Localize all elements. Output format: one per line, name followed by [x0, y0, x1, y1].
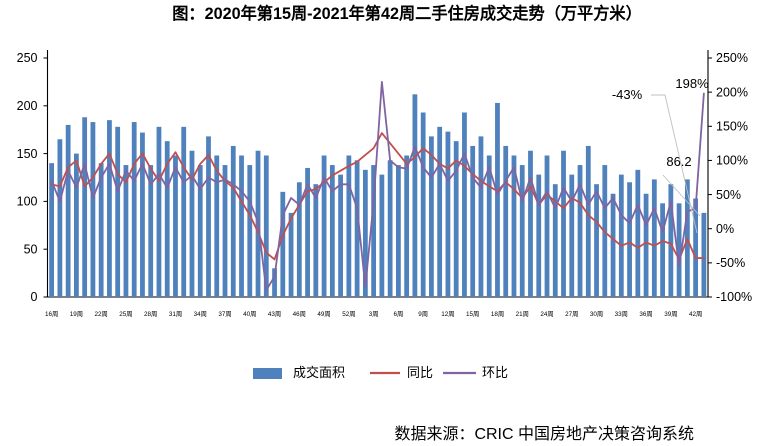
svg-text:28周: 28周: [144, 310, 157, 318]
svg-text:50: 50: [24, 242, 38, 256]
svg-text:-100%: -100%: [716, 290, 752, 304]
svg-text:18周: 18周: [491, 310, 504, 318]
svg-text:图：2020年第15周-2021年第42周二手住房成交走势（: 图：2020年第15周-2021年第42周二手住房成交走势（万平方米）: [172, 4, 642, 23]
svg-text:16周: 16周: [45, 310, 58, 318]
svg-text:150%: 150%: [716, 119, 748, 133]
svg-text:200: 200: [17, 99, 38, 113]
svg-text:42周: 42周: [689, 310, 702, 318]
svg-text:40周: 40周: [243, 310, 256, 318]
svg-text:49周: 49周: [317, 310, 330, 318]
svg-text:环比: 环比: [482, 365, 508, 380]
svg-text:43周: 43周: [268, 310, 281, 318]
svg-text:31周: 31周: [169, 310, 182, 318]
svg-text:27周: 27周: [565, 310, 578, 318]
svg-text:3周: 3周: [369, 310, 379, 318]
svg-text:22周: 22周: [95, 310, 108, 318]
svg-text:6周: 6周: [393, 310, 403, 318]
svg-text:34周: 34周: [194, 310, 207, 318]
svg-text:33周: 33周: [615, 310, 628, 318]
svg-text:50%: 50%: [716, 188, 741, 202]
svg-text:250%: 250%: [716, 51, 748, 65]
svg-text:36周: 36周: [639, 310, 652, 318]
svg-text:0%: 0%: [716, 222, 734, 236]
svg-text:成交面积: 成交面积: [293, 365, 345, 380]
svg-text:25周: 25周: [119, 310, 132, 318]
svg-text:12周: 12周: [441, 310, 454, 318]
svg-text:同比: 同比: [407, 365, 433, 380]
svg-text:24周: 24周: [540, 310, 553, 318]
svg-text:250: 250: [17, 51, 38, 65]
svg-text:15周: 15周: [466, 310, 479, 318]
svg-text:100%: 100%: [716, 154, 748, 168]
svg-text:-43%: -43%: [612, 87, 643, 102]
svg-text:39周: 39周: [664, 310, 677, 318]
svg-text:0: 0: [31, 290, 38, 304]
svg-text:30周: 30周: [590, 310, 603, 318]
svg-text:数据来源：CRIC 中国房地产决策咨询系统: 数据来源：CRIC 中国房地产决策咨询系统: [394, 425, 694, 443]
svg-text:21周: 21周: [516, 310, 529, 318]
svg-text:46周: 46周: [293, 310, 306, 318]
svg-text:9周: 9周: [418, 310, 428, 318]
svg-text:100: 100: [17, 195, 38, 209]
svg-text:52周: 52周: [342, 310, 355, 318]
svg-text:-50%: -50%: [716, 256, 745, 270]
svg-text:198%: 198%: [675, 76, 709, 91]
svg-text:200%: 200%: [716, 85, 748, 99]
svg-text:19周: 19周: [70, 310, 83, 318]
svg-text:150: 150: [17, 147, 38, 161]
svg-text:37周: 37周: [218, 310, 231, 318]
